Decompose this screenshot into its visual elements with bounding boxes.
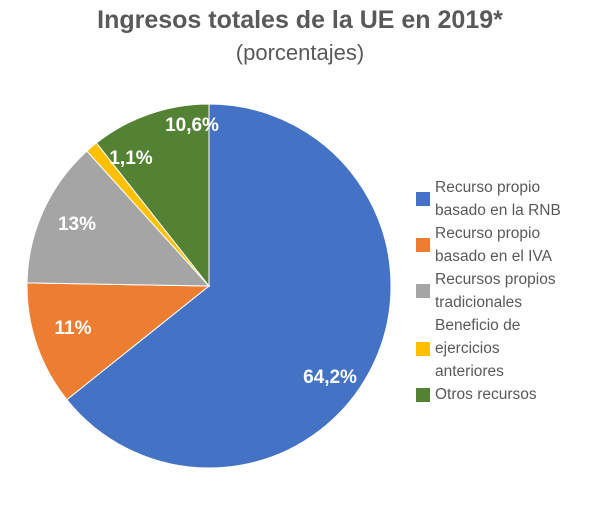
pie-slice [26,282,211,401]
legend-swatch [416,192,430,206]
pie-slices [26,103,392,469]
chart-legend: Recurso propio basado en la RNB Recurso pr… [416,176,600,406]
data-label: 11% [55,318,92,339]
data-label: 10,6% [165,115,219,136]
legend-item: Beneficio de ejercicios anteriores [416,314,600,383]
pie-data-labels: 64,2% 11% 13% 1,1% 10,6% [55,115,358,388]
chart-title: Ingresos totales de la UE en 2019* [97,6,503,34]
legend-label: Otros recursos [435,386,537,403]
legend-swatch [416,284,430,298]
legend-swatch [416,238,430,252]
legend-swatch [416,387,430,402]
legend-swatch [416,341,430,356]
pie-slice [26,150,211,287]
legend-label: Recurso propio basado en el IVA [435,225,552,265]
pie-slice [66,103,392,469]
legend-item: Recursos propios tradicionales [416,268,600,314]
chart-subtitle: (porcentajes) [235,40,365,65]
pie-slice [95,103,210,288]
data-label: 13% [58,214,96,235]
legend-item: Otros recursos [416,383,600,406]
legend-label: Recurso propio basado en la RNB [435,179,561,219]
legend-item: Recurso propio basado en la RNB [416,176,600,222]
legend-label: Recursos propios tradicionales [435,271,556,311]
data-label: 64,2% [303,367,357,388]
legend-label: Beneficio de ejercicios anteriores [435,317,521,380]
data-label: 1,1% [109,148,152,169]
legend-item: Recurso propio basado en el IVA [416,222,600,268]
